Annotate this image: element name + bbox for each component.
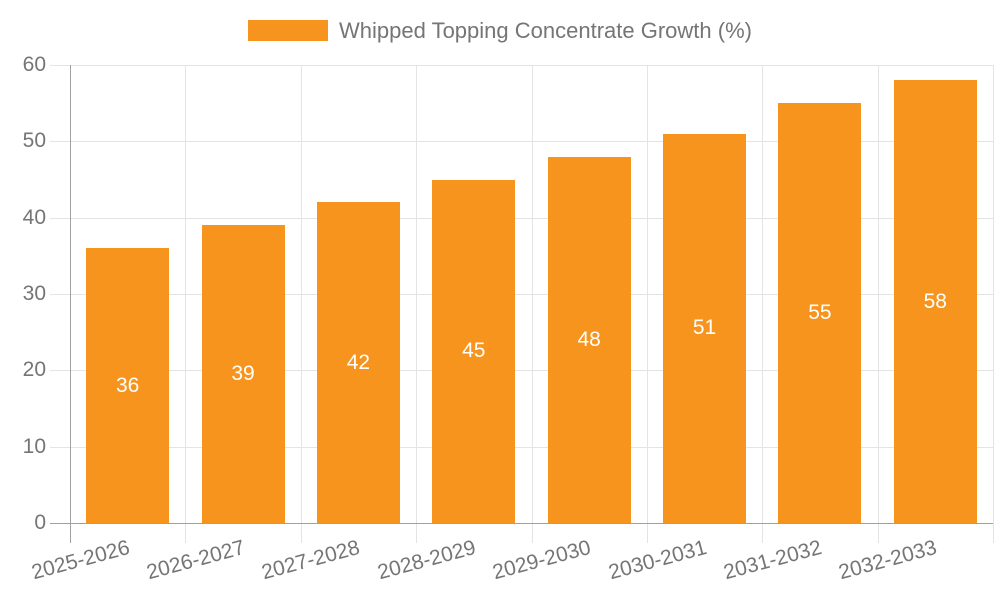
- bar-value-label: 48: [577, 327, 601, 351]
- x-axis-tick: [647, 523, 648, 543]
- legend-label: Whipped Topping Concentrate Growth (%): [339, 18, 752, 43]
- legend-item[interactable]: Whipped Topping Concentrate Growth (%): [0, 17, 1000, 44]
- v-gridline: [416, 65, 417, 523]
- x-tick-label: 2029-2030: [490, 535, 594, 585]
- x-axis-tick: [993, 523, 994, 543]
- x-tick-label: 2027-2028: [259, 535, 363, 585]
- x-tick-label: 2025-2026: [28, 535, 132, 585]
- bar[interactable]: [893, 80, 977, 523]
- h-gridline: [70, 447, 993, 448]
- x-axis-tick: [301, 523, 302, 543]
- y-tick-label: 50: [22, 129, 46, 152]
- v-gridline: [647, 65, 648, 523]
- bar[interactable]: [663, 133, 747, 523]
- x-tick-label: 2030-2031: [605, 535, 709, 585]
- v-gridline: [878, 65, 879, 523]
- bar-value-label: 51: [692, 316, 717, 340]
- bar[interactable]: [316, 202, 400, 523]
- bar-value-label: 36: [116, 373, 140, 397]
- y-tick-label: 10: [22, 435, 46, 458]
- bar-value-label: 45: [462, 339, 486, 363]
- x-axis-tick: [416, 523, 417, 543]
- bar[interactable]: [86, 248, 170, 523]
- y-tick-label: 0: [34, 511, 46, 534]
- y-axis-tick: [50, 218, 70, 219]
- y-axis-tick: [50, 141, 70, 142]
- bar[interactable]: [201, 225, 285, 523]
- y-axis-line: [70, 65, 71, 543]
- x-axis-tick: [532, 523, 533, 543]
- bar-value-label: 55: [808, 301, 832, 325]
- y-axis-tick: [50, 65, 70, 66]
- x-tick-label: 2031-2032: [721, 535, 825, 585]
- h-gridline: [70, 65, 993, 66]
- y-axis-tick: [50, 447, 70, 448]
- bar-value-label: 42: [346, 350, 371, 374]
- y-tick-label: 20: [22, 358, 46, 381]
- y-axis-tick: [50, 370, 70, 371]
- bar-value-label: 39: [231, 362, 255, 386]
- h-gridline: [70, 218, 993, 219]
- x-tick-label: 2026-2027: [144, 535, 248, 585]
- h-gridline: [70, 370, 993, 371]
- h-gridline: [70, 294, 993, 295]
- v-gridline: [762, 65, 763, 523]
- bar[interactable]: [778, 103, 862, 523]
- y-tick-label: 60: [22, 53, 46, 76]
- v-gridline: [993, 65, 994, 523]
- y-tick-label: 40: [22, 206, 46, 229]
- x-axis-tick: [762, 523, 763, 543]
- v-gridline: [185, 65, 186, 523]
- v-gridline: [532, 65, 533, 523]
- bar[interactable]: [432, 179, 516, 523]
- bar-value-label: 58: [923, 289, 947, 313]
- v-gridline: [301, 65, 302, 523]
- h-gridline: [70, 141, 993, 142]
- x-tick-label: 2032-2033: [836, 535, 940, 585]
- y-axis-tick: [50, 294, 70, 295]
- x-axis-tick: [185, 523, 186, 543]
- x-axis-tick: [878, 523, 879, 543]
- x-axis-line: [50, 523, 993, 524]
- bar[interactable]: [547, 156, 631, 523]
- y-tick-label: 30: [22, 282, 46, 305]
- legend-swatch-icon: [248, 20, 329, 41]
- x-tick-label: 2028-2029: [375, 535, 479, 585]
